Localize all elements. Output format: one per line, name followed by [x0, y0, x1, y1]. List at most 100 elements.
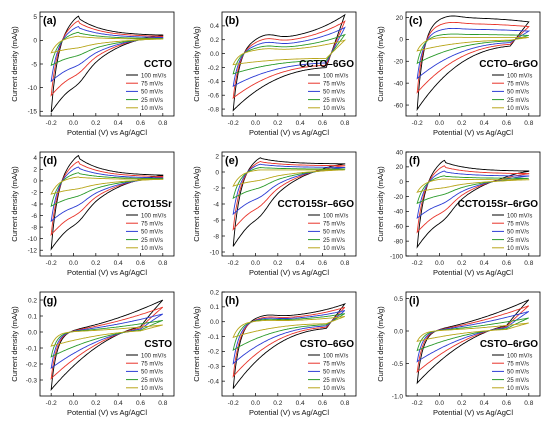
x-tick-label: 0.6	[136, 120, 145, 127]
y-tick-label: 0	[33, 178, 37, 185]
legend-label: 50 mV/s	[323, 370, 345, 376]
y-tick-label: -6	[31, 213, 37, 220]
y-tick-label: -1.0	[392, 393, 404, 400]
panel-i: -0.2 0.0 0.2 0.4 0.6 0.8 -1.0 -0.5 0.0 0.5 Potenti…	[376, 291, 541, 417]
legend-label: 100 mV/s	[323, 73, 348, 79]
series-line-0	[232, 13, 346, 112]
y-tick-label: -12	[28, 248, 38, 255]
legend-label: 25 mV/s	[323, 98, 345, 104]
plot-frame	[221, 291, 357, 397]
y-tick-label: 0	[33, 38, 37, 45]
y-tick-label: -0.8	[208, 106, 220, 113]
y-tick-label: -0.4	[208, 79, 220, 86]
x-axis-label: Potential (V) vs Ag/AgCl	[67, 408, 147, 417]
legend-label: 75 mV/s	[141, 222, 163, 228]
y-tick-label: -4	[31, 201, 37, 208]
x-tick-label: 0.0	[69, 260, 78, 267]
y-tick-label: -0.2	[26, 361, 38, 368]
y-tick-label: 4	[33, 155, 37, 162]
x-tick-label: -0.2	[228, 260, 240, 267]
legend-label: 75 mV/s	[507, 82, 529, 88]
series-line-2	[232, 310, 346, 365]
y-tick-label: 0.5	[394, 296, 403, 303]
panel-c: -0.2 0.0 0.2 0.4 0.6 0.8 -60 -40 -20 0 20 Potential…	[376, 11, 541, 137]
x-tick-label: 0.4	[296, 120, 305, 127]
series-line-4	[416, 322, 529, 342]
series-line-2	[50, 166, 164, 223]
y-tick-label: -6	[213, 217, 219, 224]
series-line-4	[232, 316, 345, 339]
y-axis-label: Current density (mA/g)	[192, 26, 201, 102]
panel-letter: (f)	[409, 155, 420, 167]
x-tick-label: 0.2	[273, 260, 282, 267]
y-tick-label: -40	[394, 209, 404, 216]
x-axis-label: Potential (V) vs Ag/AgCl	[249, 128, 329, 137]
legend-label: 10 mV/s	[141, 246, 163, 252]
x-tick-label: 0.8	[158, 120, 167, 127]
legend-label: 75 mV/s	[141, 362, 163, 368]
panel-d: -0.2 0.0 0.2 0.4 0.6 0.8 -12 -10 -8 -6 -4 -2 0 2 4 Pote…	[10, 151, 175, 277]
panel-f: -0.2 0.0 0.2 0.4 0.6 0.8 -100 -80 -60 -40 -20 0 20 40…	[376, 149, 541, 277]
x-tick-label: 0.6	[136, 400, 145, 407]
x-tick-label: 0.4	[114, 400, 123, 407]
y-tick-label: 0.2	[28, 297, 37, 304]
series-line-1	[416, 21, 530, 94]
series-line-0	[416, 299, 530, 385]
series-line-0	[232, 157, 346, 247]
legend-label: 100 mV/s	[323, 353, 348, 359]
x-tick-label: 0.0	[251, 260, 260, 267]
x-tick-label: 0.8	[158, 400, 167, 407]
x-tick-label: 0.0	[435, 260, 444, 267]
y-tick-label: 0.4	[210, 23, 219, 30]
series-line-3	[232, 313, 346, 352]
y-tick-label: 0.0	[28, 329, 37, 336]
x-tick-label: -0.2	[46, 400, 58, 407]
legend-label: 10 mV/s	[141, 386, 163, 392]
legend-label: 100 mV/s	[507, 353, 532, 359]
x-tick-label: -0.2	[46, 120, 58, 127]
series-line-3	[416, 317, 529, 352]
y-tick-label: -10	[210, 249, 220, 256]
legend-label: 50 mV/s	[507, 370, 529, 376]
x-tick-label: 0.4	[480, 260, 489, 267]
series-line-4	[416, 178, 530, 193]
x-tick-label: 0.2	[91, 120, 100, 127]
series-line-4	[50, 176, 164, 195]
x-tick-label: 0.8	[340, 260, 349, 267]
x-tick-label: 0.2	[273, 120, 282, 127]
legend-label: 75 mV/s	[507, 362, 529, 368]
series-line-1	[416, 305, 530, 374]
x-tick-label: 0.4	[296, 400, 305, 407]
y-tick-label: -4	[213, 201, 219, 208]
curves	[50, 154, 164, 251]
y-tick-label: 0	[399, 37, 403, 44]
x-tick-label: 0.8	[158, 260, 167, 267]
y-axis-label: Current density (mA/g)	[192, 166, 201, 242]
series-line-2	[416, 310, 530, 363]
panel-letter: (b)	[225, 15, 239, 27]
legend-label: 25 mV/s	[323, 378, 345, 384]
y-tick-label: 5	[33, 14, 37, 21]
x-tick-label: 0.6	[502, 120, 511, 127]
y-tick-label: -20	[394, 59, 404, 66]
panel-letter: (h)	[225, 295, 239, 307]
y-tick-label: -100	[390, 253, 403, 260]
curves	[416, 299, 530, 385]
legend-label: 10 mV/s	[507, 386, 529, 392]
x-tick-label: 0.8	[340, 120, 349, 127]
legend-label: 50 mV/s	[323, 230, 345, 236]
y-tick-label: -10	[28, 236, 38, 243]
legend-label: 100 mV/s	[323, 213, 348, 219]
y-tick-label: -20	[394, 194, 404, 201]
y-tick-label: 0	[215, 169, 219, 176]
series-line-1	[50, 306, 164, 380]
legend-label: 100 mV/s	[141, 213, 166, 219]
y-tick-label: -0.3	[26, 377, 38, 384]
x-tick-label: 0.6	[318, 260, 327, 267]
panel-letter: (i)	[409, 295, 420, 307]
legend-label: 75 mV/s	[323, 82, 345, 88]
sample-title: CCTO–6GO	[299, 59, 354, 70]
panel-g: -0.2 0.0 0.2 0.4 0.6 0.8 -0.3 -0.2 -0.1 0.0 0.1 0.2…	[10, 291, 175, 417]
y-tick-label: -2	[31, 190, 37, 197]
